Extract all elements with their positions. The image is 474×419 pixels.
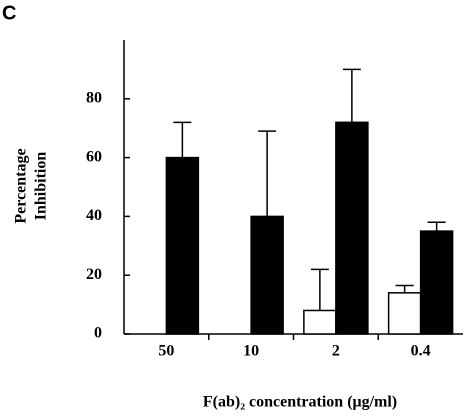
x-tick-label: 2 (332, 343, 340, 360)
x-tick-label: 10 (243, 343, 259, 360)
y-tick-label: 60 (86, 148, 102, 165)
y-tick-label: 0 (94, 325, 102, 342)
y-tick-label: 20 (86, 266, 102, 283)
y-axis-label-line: Percentage (13, 148, 30, 223)
bar (419, 230, 454, 335)
x-tick-label: 0.4 (411, 343, 431, 360)
panel-label: C (2, 2, 16, 24)
y-tick-label: 80 (86, 89, 102, 106)
bar (303, 309, 337, 335)
bar (335, 121, 369, 335)
y-tick-label: 40 (86, 207, 102, 224)
y-axis-label-line: Inhibition (33, 152, 50, 221)
bar (387, 292, 422, 335)
bar (165, 156, 200, 335)
y-axis-label: Percentage Inhibition (13, 148, 50, 223)
x-tick-label: 50 (158, 343, 174, 360)
bar (250, 215, 284, 335)
x-axis-label: F(ab)₂ concentration (μg/ml) (203, 394, 397, 411)
